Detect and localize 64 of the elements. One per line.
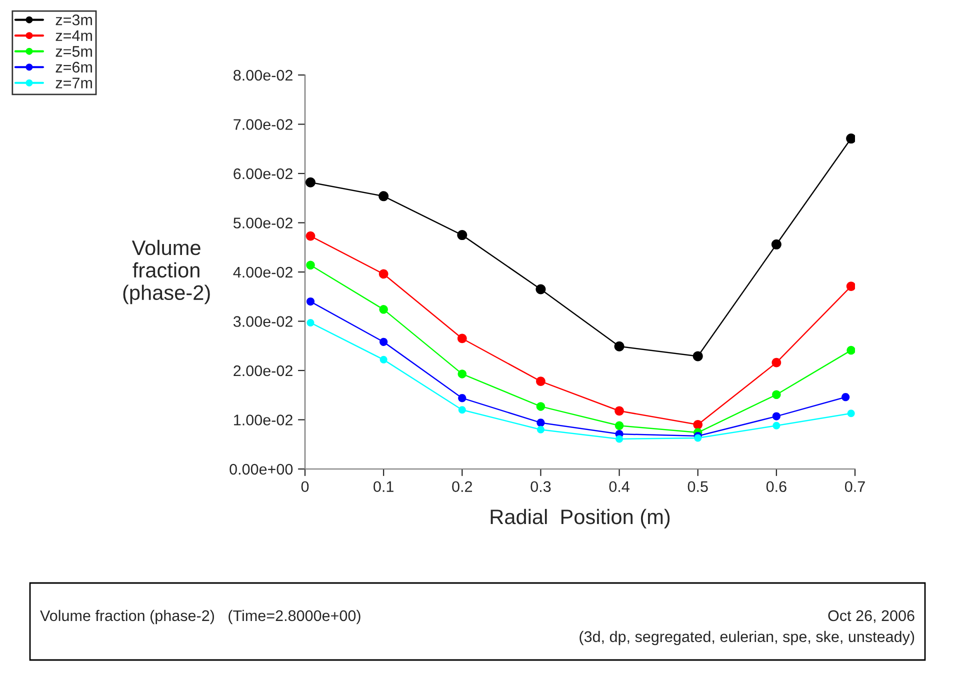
point <box>693 420 703 430</box>
legend-label: z=3m <box>56 14 92 26</box>
legend-label: z=5m <box>56 46 92 57</box>
point <box>842 393 850 402</box>
point <box>457 334 467 344</box>
x-tick-label: 0.6 <box>766 481 786 492</box>
x-tick-label: 0.7 <box>844 481 865 492</box>
text: Oct 26, 2006 <box>828 610 914 623</box>
point <box>458 370 467 378</box>
point <box>306 177 316 188</box>
point <box>692 351 703 362</box>
y-tick-label: 2.00e-02 <box>234 365 292 376</box>
point <box>536 418 545 427</box>
y-axis-title: Volume fraction (phase-2) <box>123 240 210 304</box>
point <box>536 426 544 434</box>
point <box>616 435 624 443</box>
legend-label: z=7m <box>56 78 92 88</box>
y-tick-label: 4.00e-02 <box>233 266 292 278</box>
point <box>614 341 624 352</box>
text: (3d, dp, segregated, eulerian, spe, ske, unsteady) <box>580 630 914 646</box>
point <box>614 421 624 430</box>
point <box>536 402 546 411</box>
point <box>847 410 855 418</box>
legend-label: z=6m <box>56 62 92 73</box>
y-tick-label: 6.00e-02 <box>234 168 292 180</box>
y-tick-label: 0.00e+00 <box>230 464 293 475</box>
x-tick-label: 0.5 <box>688 481 708 492</box>
point <box>458 394 466 402</box>
x-tick-label: 0.4 <box>609 481 630 492</box>
y-tick-label: 7.00e-02 <box>234 119 292 130</box>
point <box>694 434 702 442</box>
x-tick-label: 0.2 <box>452 481 472 492</box>
point <box>846 134 855 144</box>
point <box>458 406 466 414</box>
point <box>614 406 624 416</box>
point <box>306 231 316 241</box>
point <box>380 356 388 364</box>
legend-label: z=4m <box>56 30 92 41</box>
point <box>772 412 780 420</box>
x-axis-title: Radial Position (m) <box>490 508 670 528</box>
point <box>846 346 855 355</box>
y-tick-label: 8.00e-02 <box>234 70 292 81</box>
point <box>536 376 546 386</box>
point <box>846 282 855 291</box>
y-tick-label: 5.00e-02 <box>234 218 292 228</box>
point <box>772 422 780 430</box>
point <box>306 260 315 270</box>
point <box>772 390 781 400</box>
point <box>772 358 782 368</box>
y-tick-label: 3.00e-02 <box>233 316 292 327</box>
point <box>536 284 546 294</box>
point <box>378 269 388 279</box>
x-tick-label: 0.3 <box>530 481 551 492</box>
point <box>771 239 782 250</box>
x-tick-label: 0.1 <box>374 481 394 492</box>
point <box>380 338 388 346</box>
y-tick-label: 1.00e-02 <box>234 414 292 426</box>
point <box>306 297 315 306</box>
point <box>457 230 468 240</box>
point <box>306 318 314 326</box>
point <box>378 191 389 202</box>
point <box>379 305 388 314</box>
x-tick-label: 0 <box>301 481 309 492</box>
text: Volume fraction (phase-2) (Time=2.8000e+00) <box>40 610 360 624</box>
